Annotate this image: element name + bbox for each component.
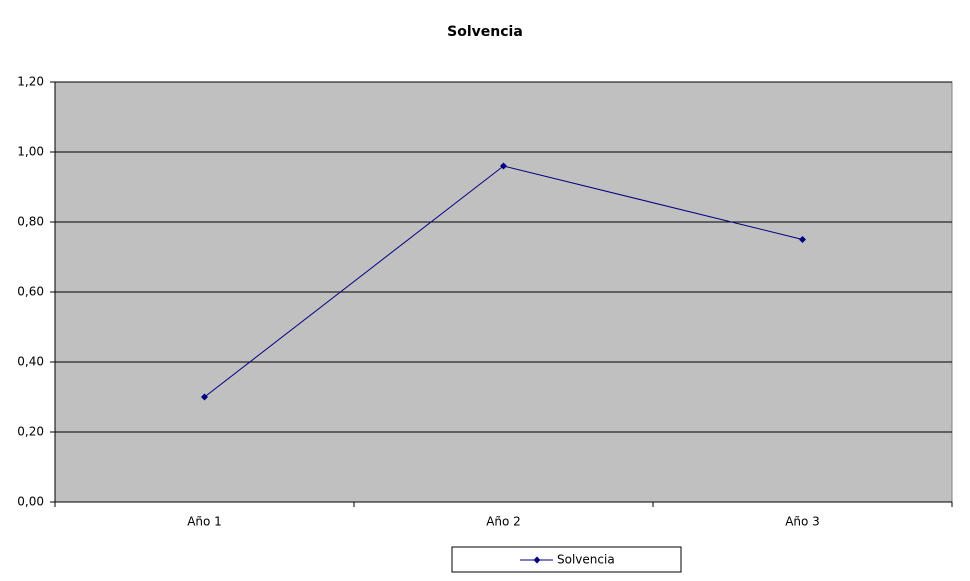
y-tick-label: 0,00 bbox=[17, 495, 44, 509]
x-tick-label: Año 1 bbox=[187, 515, 222, 529]
x-tick-label: Año 2 bbox=[486, 515, 521, 529]
point-marker bbox=[799, 236, 806, 243]
y-tick-label: 0,40 bbox=[17, 355, 44, 369]
y-tick-label: 0,60 bbox=[17, 285, 44, 299]
point-marker bbox=[500, 162, 507, 170]
y-tick-label: 0,20 bbox=[17, 425, 44, 439]
chart-title: Solvencia bbox=[447, 24, 523, 40]
point-marker bbox=[201, 393, 208, 401]
y-tick-label: 1,20 bbox=[17, 75, 44, 89]
legend-label: Solvencia bbox=[557, 553, 615, 567]
y-tick-label: 1,00 bbox=[17, 145, 44, 159]
legend-box bbox=[451, 546, 682, 573]
x-tick-label: Año 3 bbox=[785, 515, 820, 529]
y-tick-label: 0,80 bbox=[17, 215, 44, 229]
legend-marker bbox=[533, 556, 541, 564]
